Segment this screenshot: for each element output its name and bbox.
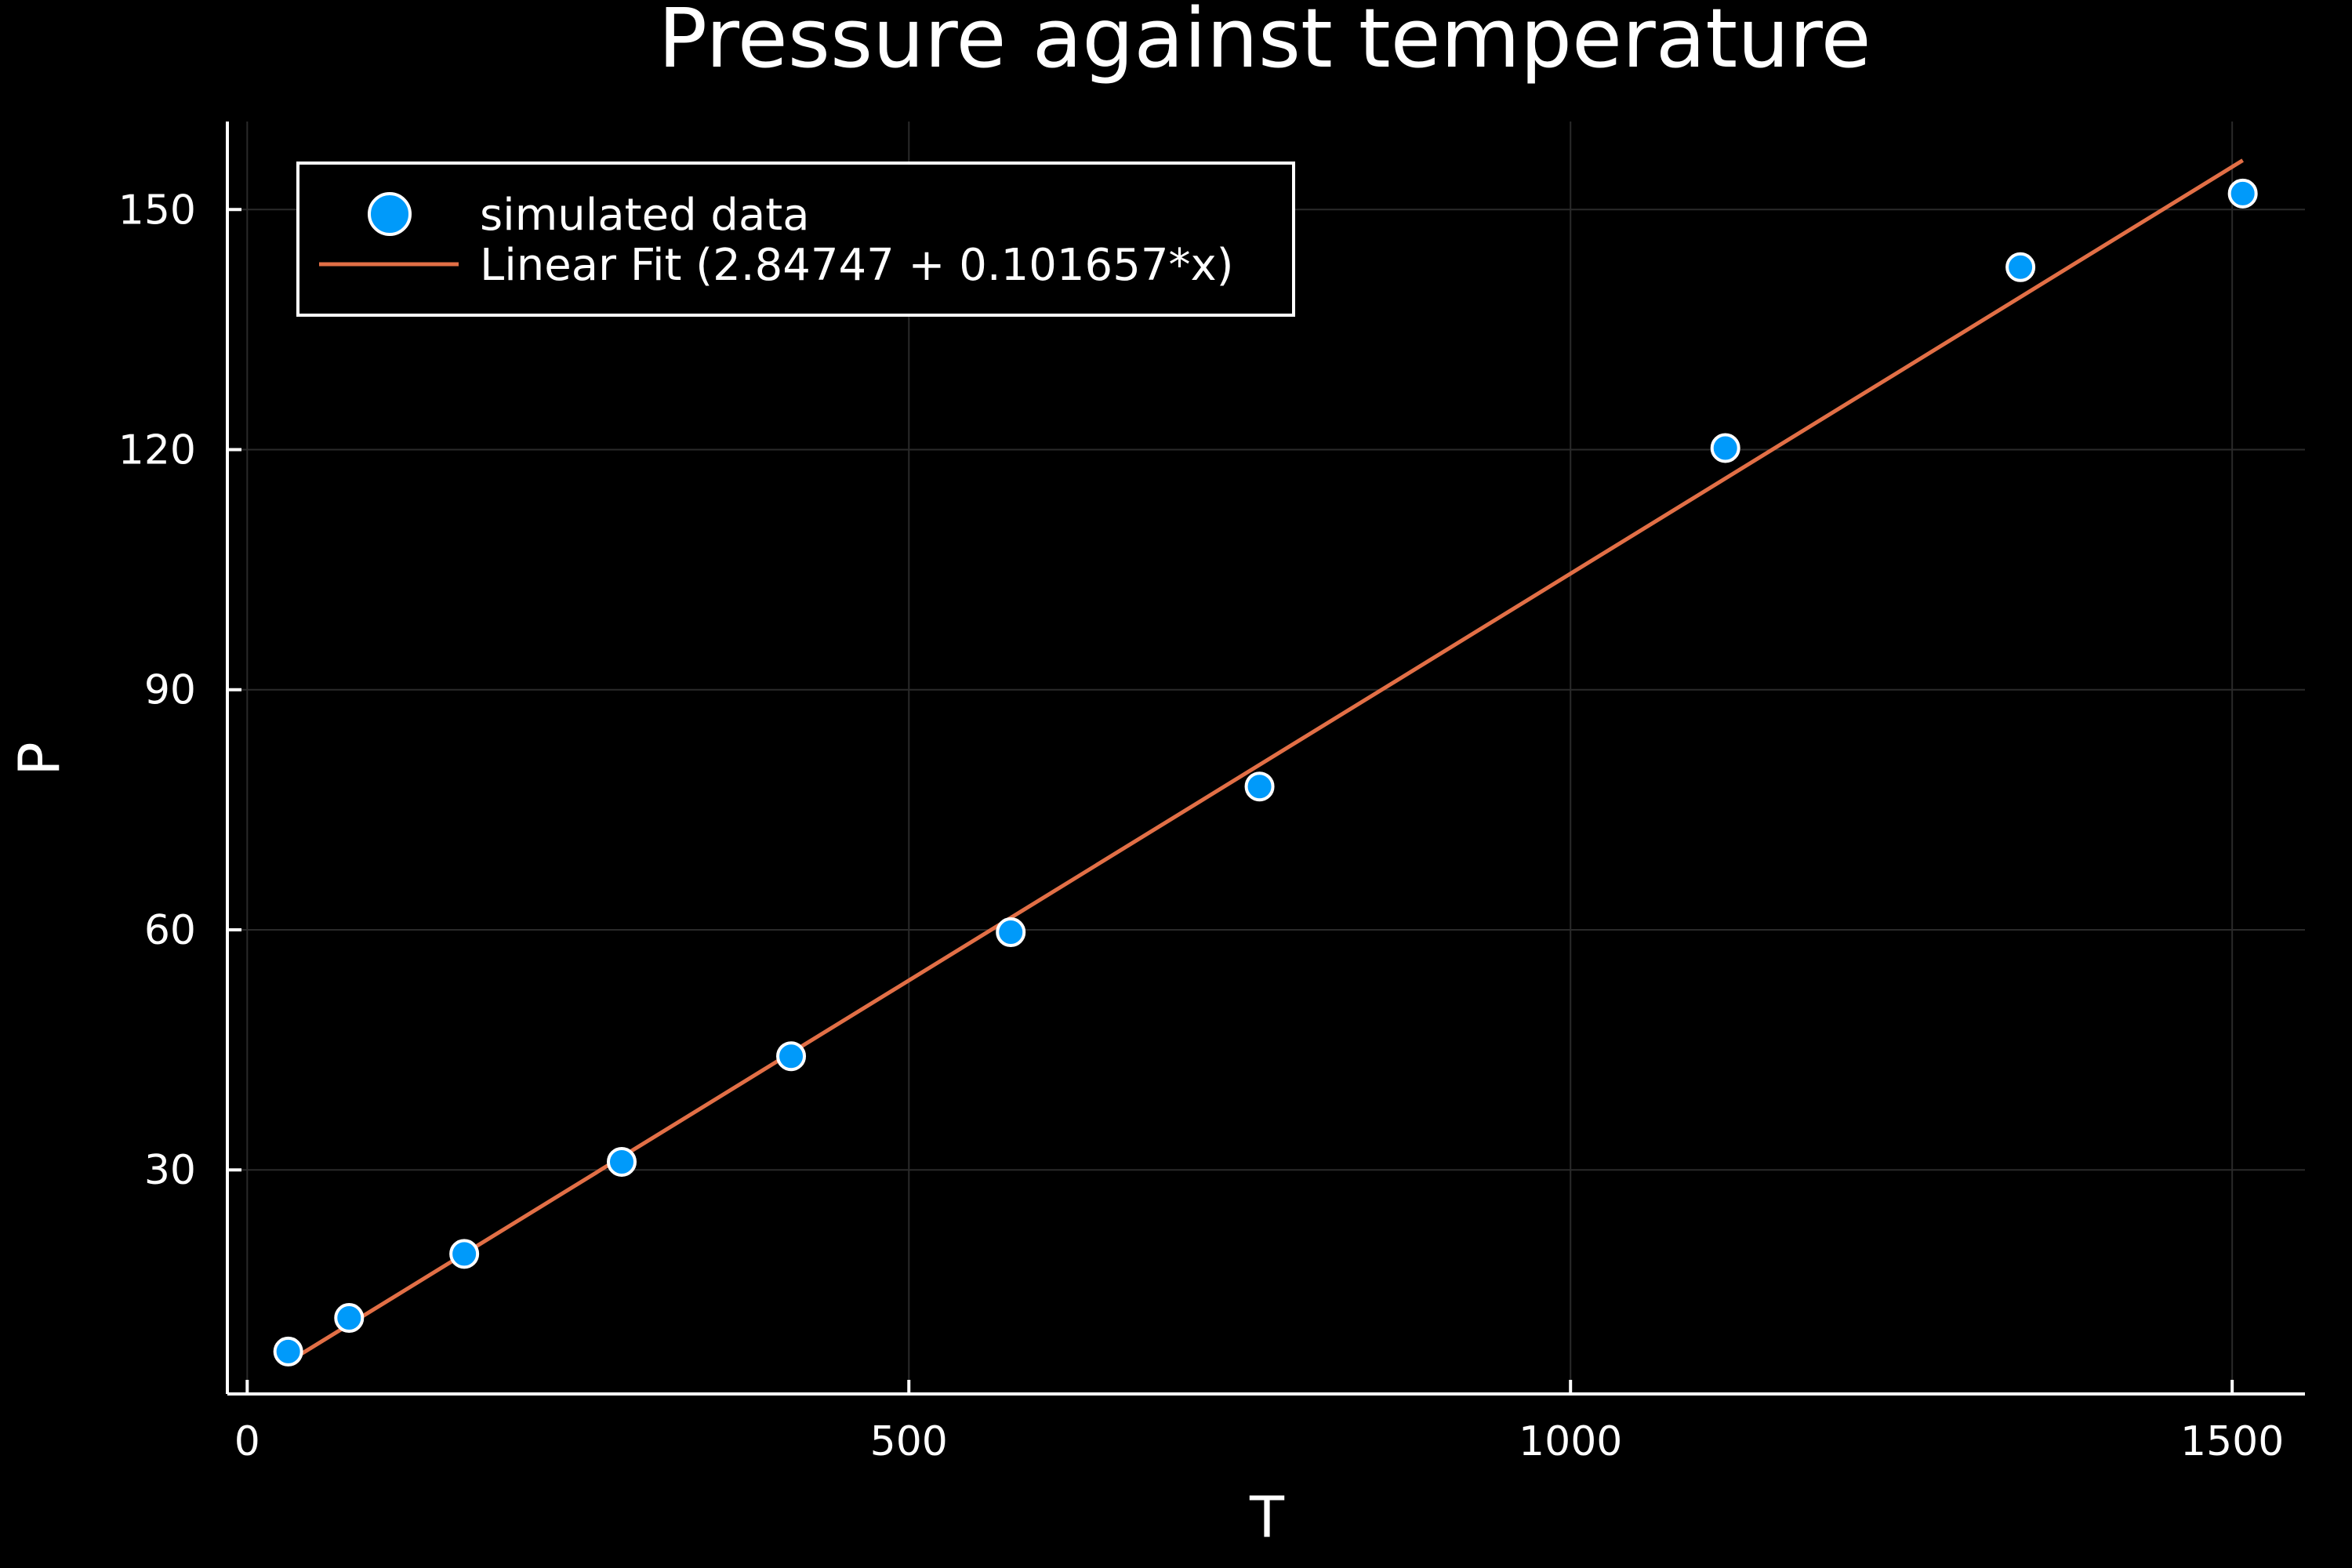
x-tick-label: 500 xyxy=(870,1418,948,1465)
data-point xyxy=(1244,771,1275,802)
ticks: 0 500 1000 1500 30 60 90 120 150 xyxy=(118,187,2285,1465)
legend-scatter-marker xyxy=(368,192,412,236)
y-tick-label: 90 xyxy=(144,667,196,714)
y-tick-label: 150 xyxy=(118,187,196,234)
data-point xyxy=(1710,433,1740,463)
y-axis-label: P xyxy=(6,742,72,775)
y-tick-label: 30 xyxy=(144,1147,196,1194)
x-tick-label: 1000 xyxy=(1519,1418,1622,1465)
y-tick-label: 120 xyxy=(118,427,196,474)
axes xyxy=(226,122,2305,1396)
legend-label-simulated-data: simulated data xyxy=(480,190,810,241)
data-point xyxy=(449,1239,480,1269)
x-axis-label: T xyxy=(1249,1484,1285,1550)
legend-box xyxy=(296,162,1295,317)
data-point xyxy=(2005,252,2036,282)
data-point xyxy=(334,1303,365,1334)
x-tick-label: 0 xyxy=(234,1418,260,1465)
legend-label-linear-fit: Linear Fit (2.84747 + 0.101657*x) xyxy=(480,240,1233,291)
data-point xyxy=(2227,178,2258,209)
data-point xyxy=(606,1146,637,1177)
data-point xyxy=(273,1336,303,1367)
chart-title: Pressure against temperature xyxy=(658,0,1871,86)
data-point xyxy=(996,917,1026,948)
legend: simulated data Linear Fit (2.84747 + 0.1… xyxy=(296,162,1295,317)
points xyxy=(273,178,2258,1367)
x-tick-label: 1500 xyxy=(2180,1418,2284,1465)
y-tick-label: 60 xyxy=(144,907,196,954)
data-point xyxy=(776,1041,807,1072)
